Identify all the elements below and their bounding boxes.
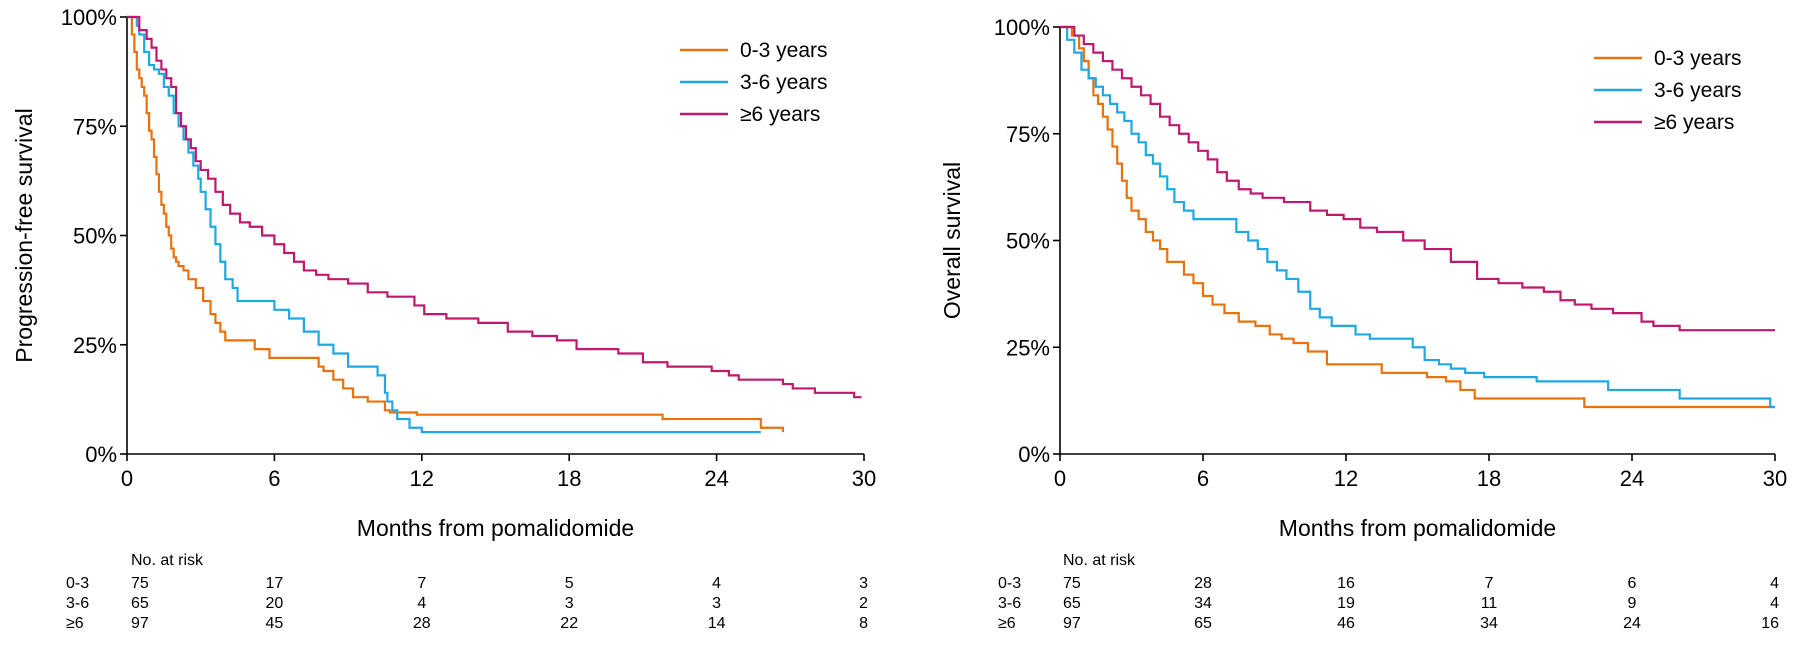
risk-count: 65	[1194, 615, 1212, 632]
risk-row-group: 0-3	[66, 575, 89, 592]
risk-table-header: No. at risk	[131, 552, 204, 569]
risk-count: 4	[712, 575, 721, 592]
y-tick-label: 100%	[994, 15, 1050, 40]
y-tick-label: 0%	[85, 442, 117, 467]
risk-count: 46	[1337, 615, 1355, 632]
y-tick-label: 0%	[1018, 442, 1050, 467]
risk-count: 3	[712, 595, 721, 612]
x-tick-label: 24	[704, 466, 728, 491]
risk-count: 8	[859, 615, 868, 632]
y-axis-label: Progression-free survival	[11, 108, 37, 362]
y-tick-label: 75%	[73, 114, 117, 139]
risk-count: 28	[413, 615, 431, 632]
risk-count: 11	[1481, 595, 1498, 612]
risk-count: 9	[1628, 595, 1637, 612]
risk-count: 7	[417, 575, 426, 592]
legend-entry: 3-6 years	[740, 71, 828, 94]
survival-chart-2: 0 6 12 18 24 30 0% 25% 50% 75% 100% Months from pom…	[939, 15, 1787, 632]
risk-count: 16	[1337, 575, 1355, 592]
legend-entry: 0-3 years	[1654, 47, 1742, 70]
risk-count: 34	[1194, 595, 1212, 612]
risk-count: 4	[1770, 595, 1779, 612]
risk-row-group: 3-6	[998, 595, 1021, 612]
risk-count: 65	[131, 595, 149, 612]
series-line-2	[127, 15, 761, 434]
risk-count: 19	[1337, 595, 1355, 612]
risk-count: 20	[266, 595, 284, 612]
risk-count: 65	[1063, 595, 1081, 612]
risk-count: 24	[1623, 615, 1641, 632]
risk-count: 97	[1063, 615, 1081, 632]
risk-count: 4	[417, 595, 426, 612]
risk-count: 7	[1485, 575, 1494, 592]
x-tick-label: 18	[1477, 466, 1501, 491]
series-line-3	[127, 15, 862, 399]
risk-count: 75	[131, 575, 149, 592]
x-tick-label: 18	[557, 466, 581, 491]
risk-row-group: ≥6	[66, 615, 84, 632]
risk-count: 22	[560, 615, 578, 632]
legend-entry: 0-3 years	[740, 39, 828, 62]
risk-row-group: ≥6	[998, 615, 1016, 632]
risk-count: 75	[1063, 575, 1081, 592]
x-axis-label: Months from pomalidomide	[357, 515, 634, 541]
risk-count: 2	[859, 595, 868, 612]
risk-count: 17	[266, 575, 284, 592]
x-tick-label: 30	[852, 466, 876, 491]
y-tick-label: 75%	[1006, 122, 1050, 147]
x-tick-label: 30	[1763, 466, 1787, 491]
y-axis-label: Overall survival	[939, 162, 965, 319]
risk-count: 16	[1761, 615, 1779, 632]
x-tick-label: 0	[121, 466, 133, 491]
risk-count: 3	[859, 575, 868, 592]
x-tick-label: 12	[1334, 466, 1358, 491]
y-tick-label: 25%	[73, 333, 117, 358]
x-tick-label: 6	[1197, 466, 1209, 491]
risk-count: 34	[1480, 615, 1498, 632]
risk-count: 45	[266, 615, 284, 632]
risk-count: 97	[131, 615, 149, 632]
risk-row-group: 3-6	[66, 595, 89, 612]
risk-count: 28	[1194, 575, 1212, 592]
legend-entry: 3-6 years	[1654, 79, 1742, 102]
risk-count: 6	[1628, 575, 1637, 592]
survival-chart-1: 0 6 12 18 24 300%25%50%75%100%Months from pom…	[11, 5, 876, 632]
y-tick-label: 50%	[73, 224, 117, 249]
series-line-2	[1060, 25, 1775, 409]
y-tick-label: 50%	[1006, 229, 1050, 254]
legend-entry: ≥6 years	[1654, 111, 1734, 134]
risk-count: 5	[565, 575, 574, 592]
x-tick-label: 0	[1054, 466, 1066, 491]
series-line-1	[1060, 25, 1775, 409]
risk-count: 3	[565, 595, 574, 612]
risk-count: 4	[1770, 575, 1779, 592]
y-tick-label: 25%	[1006, 335, 1050, 360]
x-tick-label: 6	[268, 466, 280, 491]
series-line-1	[127, 15, 785, 433]
risk-row-group: 0-3	[998, 575, 1021, 592]
risk-table-header: No. at risk	[1063, 552, 1136, 569]
series-line-3	[1060, 25, 1775, 332]
legend-entry: ≥6 years	[740, 103, 820, 126]
x-tick-label: 24	[1620, 466, 1644, 491]
y-tick-label: 100%	[61, 5, 117, 30]
x-axis-label: Months from pomalidomide	[1279, 515, 1556, 541]
x-tick-label: 12	[410, 466, 434, 491]
risk-count: 14	[708, 615, 726, 632]
